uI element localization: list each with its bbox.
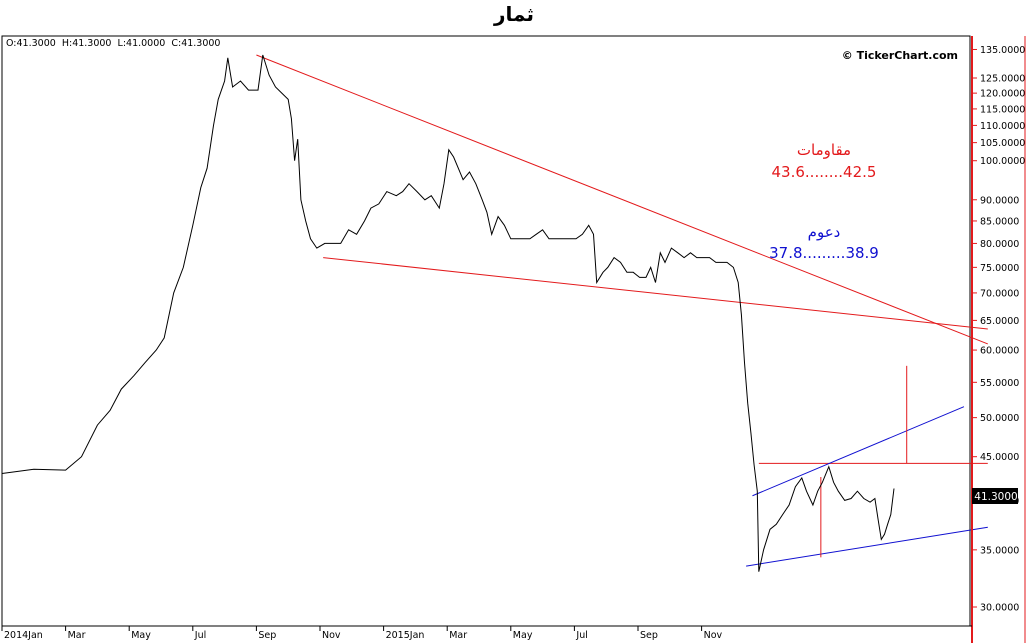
y-tick-label: 110.0000	[980, 121, 1025, 132]
y-tick-label: 35.0000	[980, 545, 1019, 556]
x-tick-label: Jul	[575, 630, 587, 641]
x-tick-label: 2015Jan	[386, 630, 425, 641]
y-tick-label: 55.0000	[980, 378, 1019, 389]
y-tick-label: 120.0000	[980, 89, 1025, 100]
x-tick-label: May	[513, 630, 533, 641]
ohlc-high: H:41.3000	[61, 38, 112, 49]
support-trendline	[746, 526, 988, 567]
support-levels: 37.8.........38.9	[769, 244, 879, 262]
y-tick-label: 50.0000	[980, 413, 1019, 424]
x-tick-label: 2014Jan	[4, 630, 43, 641]
resistance-levels: 43.6........42.5	[772, 163, 877, 181]
resistance-annotation: مقاومات 43.6........42.5	[772, 141, 877, 181]
y-tick-label: 75.0000	[980, 263, 1019, 274]
y-tick-label: 60.0000	[980, 346, 1019, 357]
resistance-trendline	[323, 257, 988, 330]
y-tick-label: 85.0000	[980, 216, 1019, 227]
x-tick-label: Sep	[640, 630, 658, 641]
last-price-box	[972, 488, 1018, 504]
y-tick-label: 90.0000	[980, 195, 1019, 206]
support-annotation: دعوم 37.8.........38.9	[769, 223, 879, 262]
price-series-line	[1, 54, 895, 572]
ohlc-low: L:41.0000	[117, 38, 166, 49]
resistance-title: مقاومات	[797, 141, 851, 159]
copyright-label: © TickerChart.com	[841, 49, 958, 62]
last-price-label: 41.3000	[974, 491, 1017, 503]
resistance-trendline	[256, 54, 988, 345]
x-tick-label: Nov	[704, 630, 723, 641]
x-tick-label: Jul	[194, 630, 206, 641]
y-axis: 135.0000 125.0000 120.0000 115.0000 110.0000…	[971, 36, 1026, 643]
y-tick-label: 70.0000	[980, 288, 1019, 299]
ohlc-readout: O:41.3000 H:41.3000 L:41.0000 C:41.3000	[6, 38, 220, 49]
ohlc-close: C:41.3000	[171, 38, 221, 49]
support-title: دعوم	[808, 223, 841, 241]
x-tick-label: May	[131, 630, 151, 641]
x-tick-label: Nov	[322, 630, 341, 641]
y-tick-label: 65.0000	[980, 316, 1019, 327]
trendlines	[256, 54, 988, 567]
x-tick-label: Mar	[449, 630, 467, 641]
support-trendline	[752, 406, 965, 497]
x-tick-label: Sep	[258, 630, 276, 641]
x-tick-label: Mar	[68, 630, 86, 641]
y-tick-label: 100.0000	[980, 156, 1025, 167]
y-tick-label: 30.0000	[980, 602, 1019, 613]
y-tick-label: 105.0000	[980, 138, 1025, 149]
last-price-marker: 41.3000	[972, 488, 1018, 504]
y-tick-label: 125.0000	[980, 74, 1025, 85]
ohlc-open: O:41.3000	[6, 38, 56, 49]
y-tick-label: 80.0000	[980, 239, 1019, 250]
x-axis: 2014Jan Mar May Jul Sep Nov 2015Jan Mar May Jul Se…	[1, 625, 972, 641]
y-tick-label: 45.0000	[980, 452, 1019, 463]
chart-title: ثمار	[494, 2, 534, 26]
y-tick-label: 115.0000	[980, 104, 1025, 115]
y-tick-label: 135.0000	[980, 45, 1025, 56]
plot-frame	[1, 35, 971, 627]
